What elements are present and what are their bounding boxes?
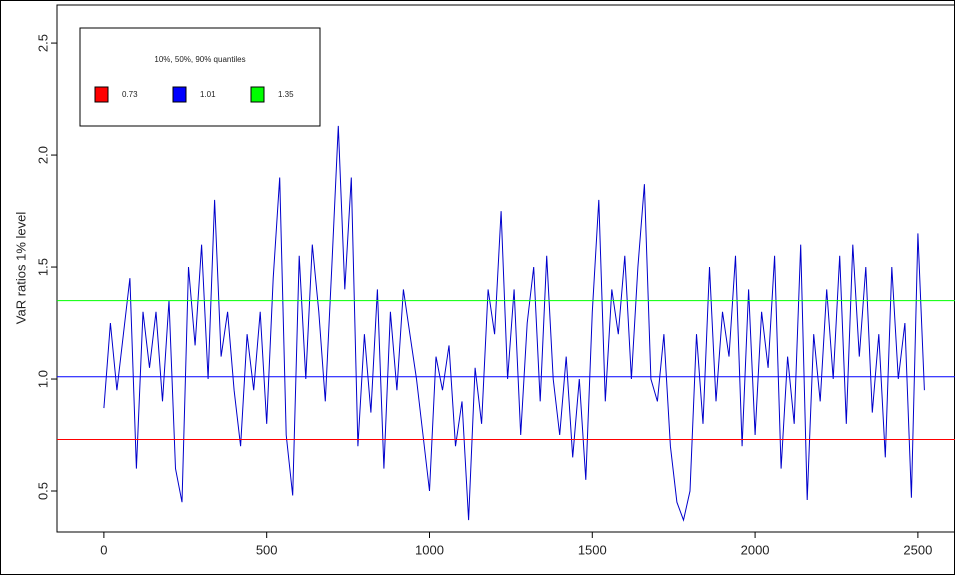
x-tick-label: 1500 [578,542,607,557]
series-line [103,125,925,522]
legend-label: 1.01 [200,90,216,99]
legend-swatch [250,86,265,103]
y-tick-label: 0.5 [35,482,50,500]
y-tick-label: 2.5 [35,34,50,52]
x-tick-label: 0 [100,542,107,557]
legend-swatch [94,86,109,103]
x-tick-label: 2000 [741,542,770,557]
legend-label: 0.73 [122,90,138,99]
legend-label: 1.35 [278,90,294,99]
legend-swatch [172,86,187,103]
y-axis-label: VaR ratios 1% level [13,212,28,325]
legend-title: 10%, 50%, 90% quantiles [154,55,245,64]
x-tick-label: 2500 [903,542,932,557]
plot-box [56,4,955,533]
x-tick-label: 1000 [415,542,444,557]
y-tick-label: 1.0 [35,370,50,388]
legend-box [79,27,321,127]
x-tick-label: 500 [256,542,278,557]
y-tick-label: 1.5 [35,258,50,276]
y-tick-label: 2.0 [35,146,50,164]
